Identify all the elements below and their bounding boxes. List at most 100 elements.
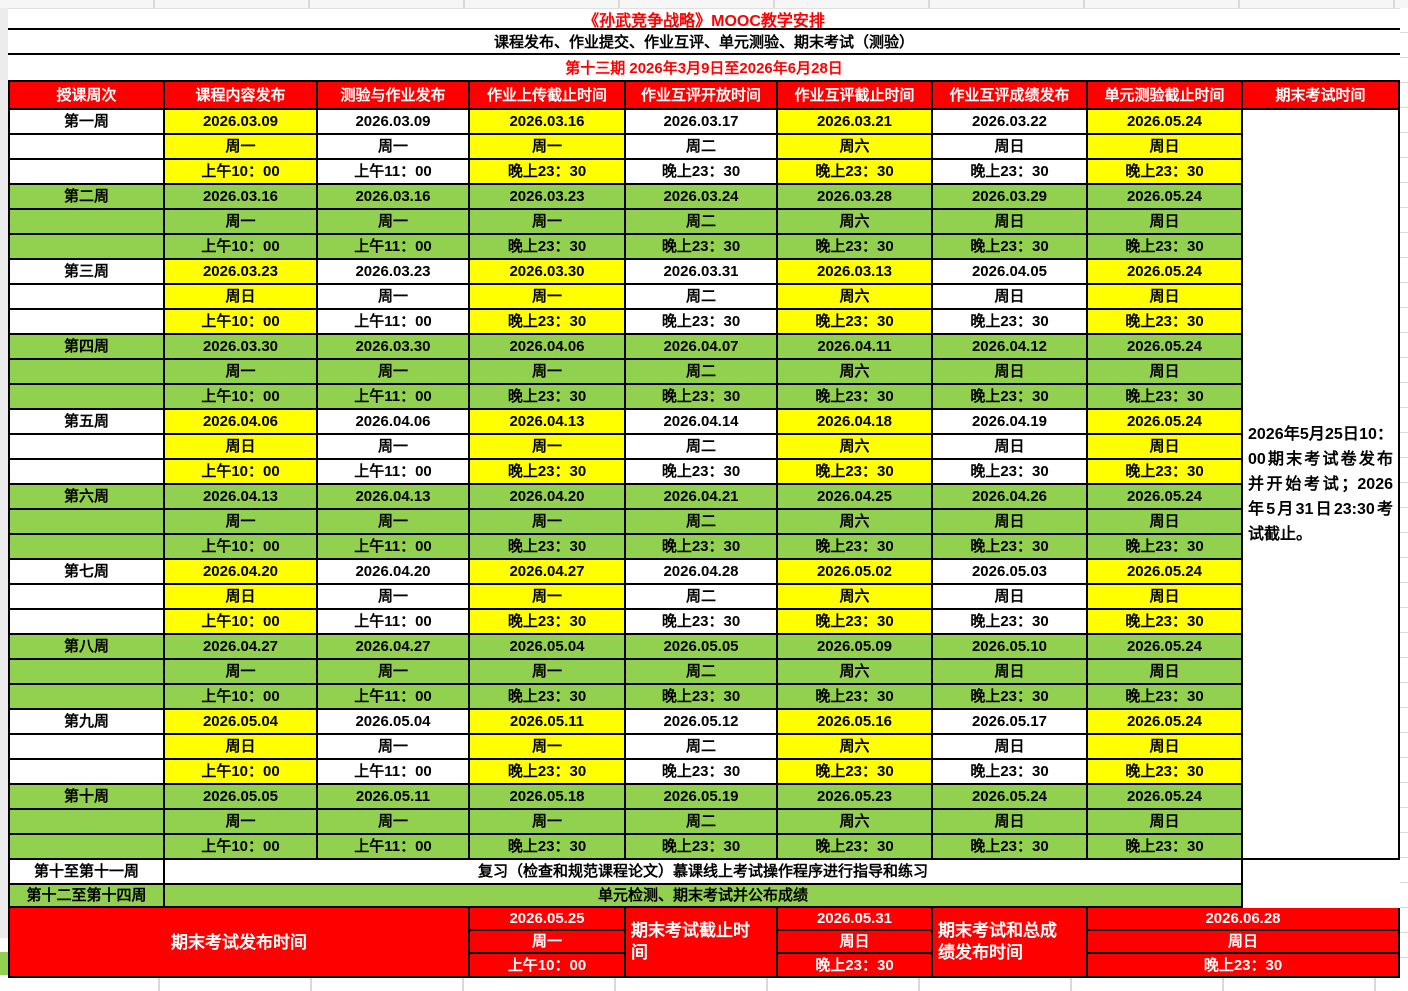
schedule-cell: 2026.05.24 (1088, 485, 1243, 510)
schedule-cell: 2026.04.13 (470, 410, 626, 435)
schedule-cell: 晚上23：30 (626, 760, 778, 785)
schedule-cell: 晚上23：30 (470, 610, 626, 635)
schedule-cell: 晚上23：30 (933, 835, 1088, 860)
schedule-cell: 周日 (1088, 660, 1243, 685)
footer-results-day: 周日 (1088, 931, 1400, 954)
schedule-cell: 2026.04.18 (778, 410, 933, 435)
schedule-cell: 晚上23：30 (1088, 235, 1243, 260)
schedule-cell: 2026.05.23 (778, 785, 933, 810)
schedule-cell: 2026.05.24 (1088, 185, 1243, 210)
schedule-cell: 周一 (318, 510, 470, 535)
schedule-cell: 周日 (933, 810, 1088, 835)
schedule-cell: 2026.03.16 (165, 185, 318, 210)
schedule-cell: 2026.05.24 (933, 785, 1088, 810)
schedule-cell: 2026.05.09 (778, 635, 933, 660)
week-label-cell (8, 760, 165, 785)
schedule-cell: 周二 (626, 735, 778, 760)
schedule-cell: 2026.05.05 (165, 785, 318, 810)
schedule-cell: 2026.05.18 (470, 785, 626, 810)
footer-exam-publish-date: 2026.05.25 (470, 908, 626, 931)
schedule-cell: 晚上23：30 (778, 685, 933, 710)
footer-results-time: 晚上23：30 (1088, 954, 1400, 978)
schedule-cell: 周一 (318, 435, 470, 460)
schedule-cell: 2026.05.10 (933, 635, 1088, 660)
schedule-cell: 周日 (165, 735, 318, 760)
week-label-cell: 第三周 (8, 260, 165, 285)
schedule-cell: 上午10：00 (165, 835, 318, 860)
schedule-cell: 周日 (1088, 285, 1243, 310)
schedule-cell: 周一 (318, 660, 470, 685)
schedule-cell: 晚上23：30 (778, 460, 933, 485)
footer-exam-publish-day: 周一 (470, 931, 626, 954)
schedule-cell: 晚上23：30 (1088, 385, 1243, 410)
schedule-cell: 2026.05.02 (778, 560, 933, 585)
schedule-cell: 晚上23：30 (1088, 535, 1243, 560)
schedule-cell: 上午10：00 (165, 460, 318, 485)
schedule-cell: 2026.04.13 (318, 485, 470, 510)
schedule-cell: 晚上23：30 (778, 610, 933, 635)
schedule-cell: 周六 (778, 360, 933, 385)
schedule-cell: 2026.05.19 (626, 785, 778, 810)
left-margin-green-cell (0, 952, 8, 975)
schedule-cell: 上午10：00 (165, 310, 318, 335)
schedule-cell: 晚上23：30 (933, 685, 1088, 710)
schedule-cell: 晚上23：30 (626, 610, 778, 635)
schedule-cell: 晚上23：30 (1088, 760, 1243, 785)
schedule-cell: 2026.03.28 (778, 185, 933, 210)
schedule-cell: 上午10：00 (165, 760, 318, 785)
schedule-cell: 2026.04.26 (933, 485, 1088, 510)
week-label-cell (8, 385, 165, 410)
schedule-cell: 2026.03.16 (470, 110, 626, 135)
schedule-cell: 周一 (165, 510, 318, 535)
schedule-cell: 2026.05.24 (1088, 110, 1243, 135)
schedule-cell: 周一 (165, 135, 318, 160)
schedule-cell: 周日 (933, 210, 1088, 235)
schedule-cell: 晚上23：30 (778, 535, 933, 560)
schedule-cell: 2026.04.06 (165, 410, 318, 435)
schedule-cell: 周日 (1088, 360, 1243, 385)
schedule-cell: 2026.05.12 (626, 710, 778, 735)
schedule-cell: 晚上23：30 (1088, 685, 1243, 710)
schedule-cell: 2026.03.16 (318, 185, 470, 210)
schedule-cell: 上午11：00 (318, 160, 470, 185)
schedule-cell: 2026.03.09 (165, 110, 318, 135)
schedule-cell: 晚上23：30 (626, 310, 778, 335)
schedule-cell: 周六 (778, 510, 933, 535)
schedule-cell: 晚上23：30 (933, 460, 1088, 485)
schedule-cell: 晚上23：30 (470, 235, 626, 260)
week-label-cell: 第九周 (8, 710, 165, 735)
schedule-cell: 周日 (933, 660, 1088, 685)
column-header-quiz-homework-release: 测验与作业发布 (318, 82, 470, 110)
schedule-cell: 晚上23：30 (626, 835, 778, 860)
schedule-cell: 上午11：00 (318, 385, 470, 410)
schedule-cell: 周二 (626, 810, 778, 835)
schedule-cell: 周日 (1088, 810, 1243, 835)
schedule-cell: 周二 (626, 285, 778, 310)
schedule-cell: 晚上23：30 (1088, 160, 1243, 185)
schedule-cell: 晚上23：30 (470, 835, 626, 860)
schedule-cell: 晚上23：30 (470, 385, 626, 410)
column-header-week: 授课周次 (8, 82, 165, 110)
footer-exam-deadline-time: 晚上23：30 (778, 954, 933, 978)
schedule-cell: 周日 (1088, 585, 1243, 610)
schedule-cell: 晚上23：30 (626, 535, 778, 560)
week-label-cell (8, 585, 165, 610)
schedule-cell: 2026.04.06 (470, 335, 626, 360)
summary-text: 单元检测、期末考试并公布成绩 (165, 885, 1243, 908)
week-label-cell (8, 435, 165, 460)
footer-label-exam-deadline-text: 期末考试截止时间 (631, 921, 750, 962)
schedule-cell: 周六 (778, 735, 933, 760)
schedule-cell: 晚上23：30 (470, 160, 626, 185)
schedule-cell: 晚上23：30 (778, 310, 933, 335)
column-header-upload-deadline: 作业上传截止时间 (470, 82, 626, 110)
schedule-cell: 周二 (626, 435, 778, 460)
schedule-cell: 2026.05.24 (1088, 335, 1243, 360)
schedule-cell: 2026.05.24 (1088, 410, 1243, 435)
week-label-cell (8, 360, 165, 385)
schedule-cell: 晚上23：30 (1088, 310, 1243, 335)
schedule-cell: 周一 (470, 360, 626, 385)
schedule-cell: 2026.04.27 (318, 635, 470, 660)
schedule-cell: 2026.05.11 (318, 785, 470, 810)
schedule-cell: 周一 (165, 360, 318, 385)
schedule-cell: 晚上23：30 (470, 460, 626, 485)
